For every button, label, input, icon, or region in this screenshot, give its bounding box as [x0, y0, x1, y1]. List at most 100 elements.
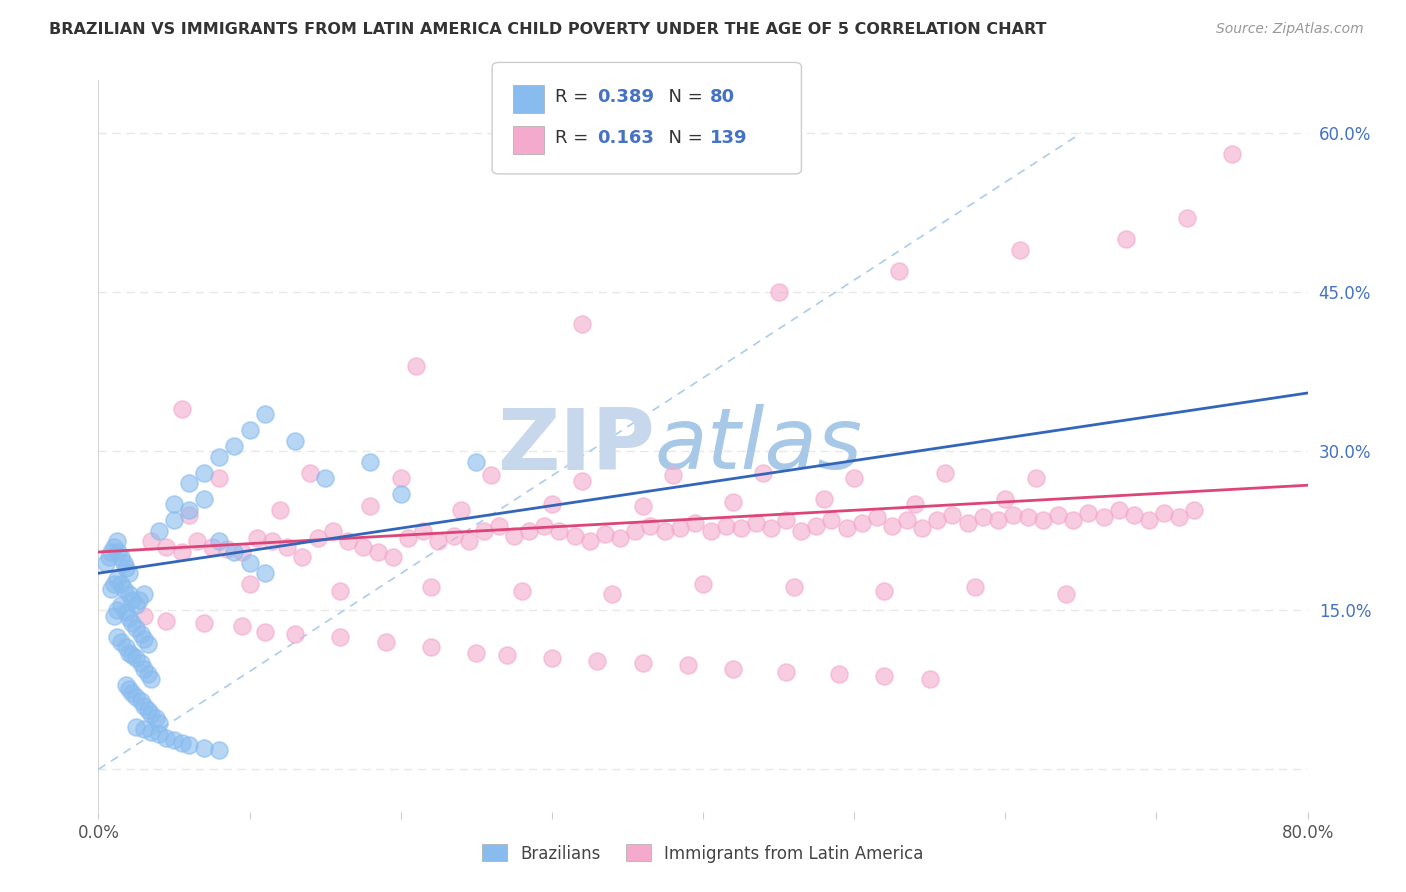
Point: [163, 513, 186, 527]
Point: [110, 576, 132, 591]
Point: [155, 731, 177, 745]
Point: [586, 654, 609, 668]
Point: [866, 510, 889, 524]
Point: [128, 592, 150, 607]
Point: [631, 657, 654, 671]
Point: [201, 540, 224, 554]
Point: [163, 732, 186, 747]
Point: [145, 711, 167, 725]
Point: [806, 518, 828, 533]
Point: [132, 722, 155, 736]
Point: [114, 677, 136, 691]
Point: [427, 534, 450, 549]
Point: [103, 576, 125, 591]
Point: [389, 486, 412, 500]
Point: [457, 534, 479, 549]
Point: [593, 527, 616, 541]
Text: N =: N =: [657, 88, 709, 106]
Point: [790, 524, 813, 538]
Point: [443, 529, 465, 543]
Point: [723, 662, 745, 676]
Point: [107, 545, 129, 559]
Point: [105, 603, 128, 617]
Point: [609, 531, 631, 545]
Point: [631, 500, 654, 514]
Point: [571, 474, 593, 488]
Point: [148, 727, 170, 741]
Point: [98, 550, 121, 565]
Text: R =: R =: [555, 129, 595, 147]
Point: [132, 632, 155, 646]
Point: [163, 497, 186, 511]
Point: [121, 592, 143, 607]
Point: [193, 615, 215, 630]
Point: [488, 518, 510, 533]
Point: [114, 561, 136, 575]
Point: [450, 502, 472, 516]
Point: [548, 524, 571, 538]
Point: [889, 264, 911, 278]
Point: [1108, 502, 1130, 516]
Point: [1032, 513, 1054, 527]
Point: [141, 707, 163, 722]
Point: [820, 513, 842, 527]
Point: [118, 566, 141, 581]
Text: ZIP: ZIP: [496, 404, 655, 488]
Point: [125, 690, 148, 705]
Point: [136, 637, 159, 651]
Point: [564, 529, 586, 543]
Point: [752, 466, 775, 480]
Point: [114, 640, 136, 655]
Point: [495, 648, 517, 662]
Point: [654, 524, 676, 538]
Point: [253, 566, 276, 581]
Point: [360, 455, 382, 469]
Point: [813, 491, 835, 506]
Point: [132, 698, 155, 713]
Point: [602, 587, 624, 601]
Point: [1137, 513, 1160, 527]
Point: [329, 630, 352, 644]
Point: [284, 626, 307, 640]
Point: [873, 584, 896, 599]
Point: [517, 524, 540, 538]
Point: [510, 584, 533, 599]
Point: [94, 556, 117, 570]
Point: [420, 580, 443, 594]
Point: [661, 467, 683, 482]
Point: [322, 524, 344, 538]
Point: [246, 531, 269, 545]
Point: [179, 502, 201, 516]
Point: [904, 497, 927, 511]
Point: [208, 471, 231, 485]
Text: 0.389: 0.389: [598, 88, 655, 106]
Point: [239, 423, 262, 437]
Point: [224, 439, 246, 453]
Point: [129, 694, 152, 708]
Point: [934, 466, 956, 480]
Point: [132, 608, 155, 623]
Point: [1220, 147, 1243, 161]
Point: [193, 741, 215, 756]
Text: atlas: atlas: [655, 404, 863, 488]
Point: [141, 672, 163, 686]
Point: [103, 540, 125, 554]
Point: [540, 651, 562, 665]
Point: [699, 524, 721, 538]
Point: [336, 534, 359, 549]
Point: [253, 407, 276, 421]
Point: [965, 580, 987, 594]
Point: [775, 665, 797, 679]
Point: [987, 513, 1010, 527]
Point: [571, 317, 593, 331]
Point: [578, 534, 600, 549]
Point: [112, 556, 135, 570]
Point: [844, 471, 866, 485]
Point: [873, 669, 896, 683]
Point: [269, 502, 291, 516]
Point: [669, 521, 692, 535]
Point: [136, 703, 159, 717]
Point: [103, 608, 125, 623]
Point: [215, 541, 238, 556]
Point: [121, 615, 143, 630]
